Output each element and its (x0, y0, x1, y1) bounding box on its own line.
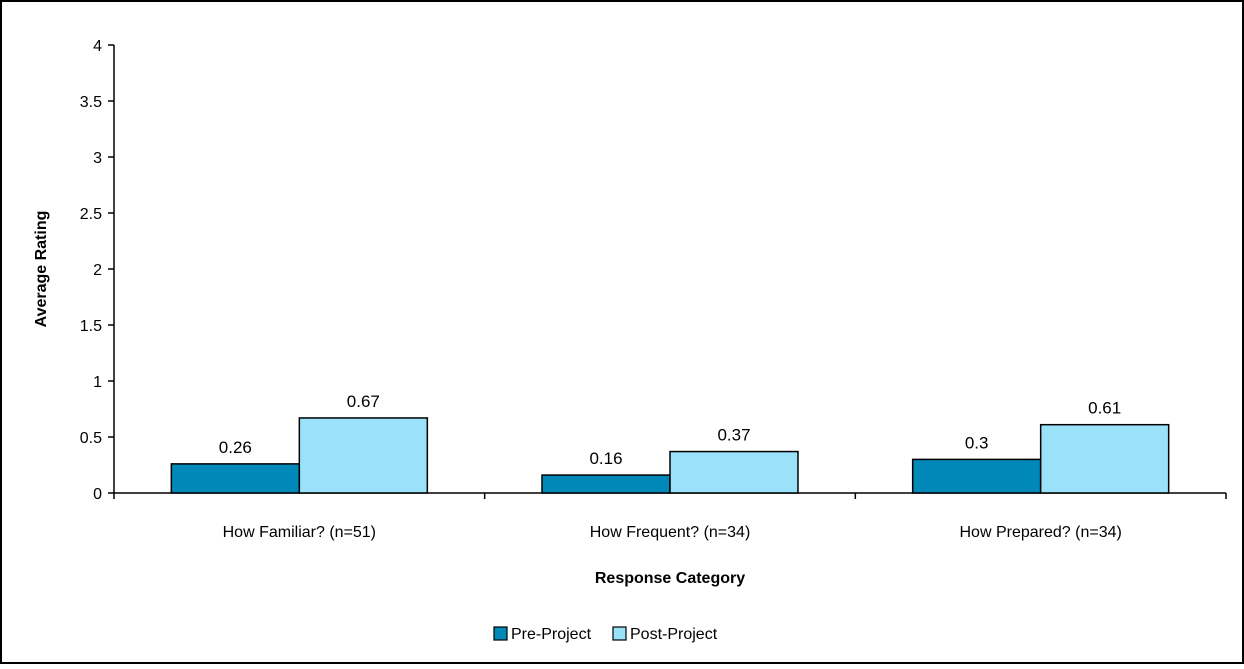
legend-item-pre-project: Pre-Project (493, 626, 592, 643)
y-tick-label: 0.5 (80, 430, 102, 447)
legend-swatch (493, 626, 508, 641)
legend-label: Pre-Project (511, 626, 592, 643)
category-label: How Prepared? (n=34) (960, 524, 1122, 541)
x-axis-title: Response Category (595, 570, 745, 587)
y-tick-label: 3 (93, 150, 102, 167)
category-label: How Frequent? (n=34) (590, 524, 751, 541)
bar-pre-1 (541, 474, 671, 494)
y-axis-title: Average Rating (33, 211, 50, 328)
bars (170, 417, 1170, 494)
bar-post-2 (1039, 423, 1170, 494)
bar-post-1 (669, 450, 799, 494)
y-tick-label: 2 (93, 262, 102, 279)
data-label: 0.67 (347, 392, 380, 411)
bar-pre-2 (911, 458, 1042, 494)
legend: Pre-Project Post-Project (493, 626, 718, 643)
data-label: 0.61 (1088, 399, 1121, 418)
legend-item-post-project: Post-Project (612, 626, 718, 643)
data-label: 0.3 (965, 433, 989, 452)
bar-post-0 (298, 417, 429, 494)
y-tick-label: 0 (93, 486, 102, 503)
category-label: How Familiar? (n=51) (223, 524, 376, 541)
plot-area: 0 0.5 1 1.5 2 2.5 3 3.5 4 0.26 0.67 0.16 0.37 0.3 0.6… (80, 38, 1227, 541)
legend-label: Post-Project (630, 626, 718, 643)
y-tick-label: 3.5 (80, 94, 102, 111)
data-label: 0.26 (219, 438, 252, 457)
data-labels: 0.26 0.67 0.16 0.37 0.3 0.61 (219, 392, 1121, 468)
y-tick-label: 1.5 (80, 318, 102, 335)
y-ticks: 0 0.5 1 1.5 2 2.5 3 3.5 4 (80, 38, 114, 503)
category-labels: How Familiar? (n=51) How Frequent? (n=34)… (223, 524, 1122, 541)
y-tick-label: 4 (93, 38, 102, 55)
legend-swatch (612, 626, 627, 641)
x-ticks (113, 493, 1227, 499)
y-tick-label: 1 (93, 374, 102, 391)
data-label: 0.16 (589, 449, 622, 468)
data-label: 0.37 (717, 426, 750, 445)
y-tick-label: 2.5 (80, 206, 102, 223)
bar-pre-0 (170, 463, 301, 494)
